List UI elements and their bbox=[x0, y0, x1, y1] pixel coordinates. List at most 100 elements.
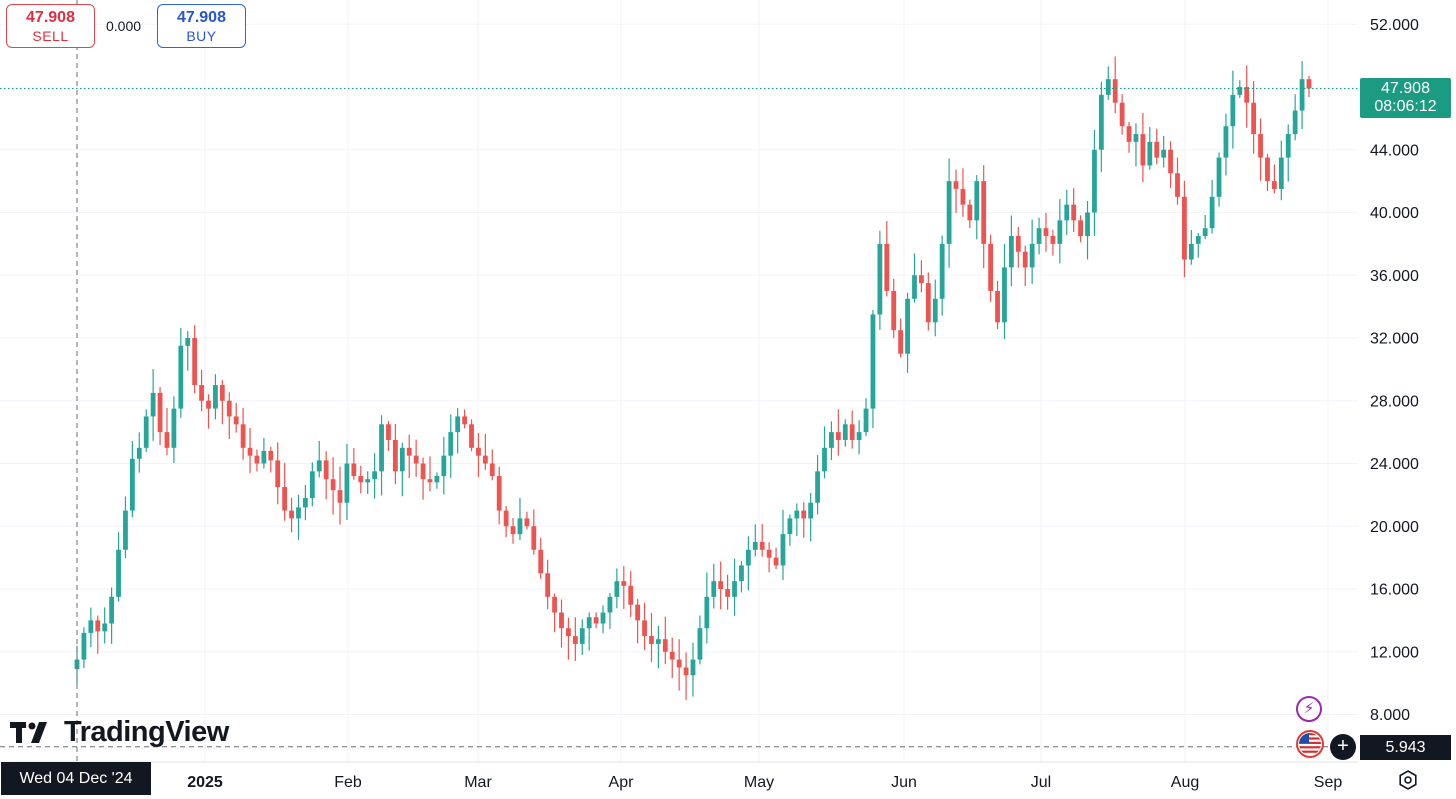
candle-body bbox=[102, 623, 108, 632]
x-axis[interactable]: 2025 Feb Mar Apr May Jun Jul Aug Sep bbox=[187, 774, 1342, 791]
candle-body bbox=[780, 534, 786, 566]
candle-body bbox=[801, 510, 807, 519]
candle-body bbox=[1105, 79, 1111, 95]
candle-body bbox=[662, 639, 668, 652]
candle-body bbox=[953, 181, 959, 189]
candle-body bbox=[1085, 212, 1090, 237]
settings-icon[interactable] bbox=[1397, 769, 1419, 791]
candle-body bbox=[136, 447, 142, 459]
tradingview-logo[interactable]: TradingView bbox=[10, 716, 229, 748]
sell-button[interactable]: 47.908 SELL bbox=[6, 4, 95, 48]
candle-body bbox=[683, 667, 689, 676]
us-flag-icon[interactable] bbox=[1296, 730, 1324, 758]
candle-body bbox=[572, 636, 578, 644]
candle-body bbox=[434, 476, 440, 483]
candle-body bbox=[635, 604, 641, 621]
candle-body bbox=[752, 541, 758, 550]
candle-body bbox=[289, 510, 294, 519]
candle-body bbox=[1078, 220, 1083, 237]
candle-body bbox=[247, 447, 253, 456]
candle-body bbox=[593, 617, 599, 624]
candle-body bbox=[711, 581, 717, 597]
candle-body bbox=[199, 385, 204, 401]
candle-body bbox=[365, 479, 371, 483]
candle-body bbox=[358, 476, 364, 483]
candle-body bbox=[323, 460, 329, 480]
x-tick-label: Aug bbox=[1171, 774, 1199, 791]
candle-body bbox=[123, 510, 128, 550]
candle-body bbox=[1237, 87, 1243, 95]
candle-body bbox=[842, 424, 848, 440]
candle-body bbox=[455, 416, 461, 433]
candle-body bbox=[697, 628, 703, 660]
candle-body bbox=[600, 612, 606, 624]
y-tick-label: 52.000 bbox=[1370, 17, 1419, 34]
candle-body bbox=[476, 447, 481, 456]
candle-body bbox=[1278, 157, 1284, 189]
candle-body bbox=[863, 408, 869, 433]
bar-countdown: 08:06:12 bbox=[1374, 98, 1437, 115]
candle-body bbox=[337, 490, 343, 503]
candle-body bbox=[891, 290, 897, 331]
candle-body bbox=[254, 455, 260, 464]
candle-body bbox=[185, 338, 191, 346]
candle-body bbox=[1182, 196, 1187, 260]
candle-body bbox=[946, 181, 952, 244]
plus-icon[interactable]: + bbox=[1330, 734, 1356, 760]
candle-body bbox=[1202, 228, 1208, 237]
crosshair-date-label: Wed 04 Dec '24 bbox=[1, 762, 151, 795]
x-tick-label: Sep bbox=[1314, 774, 1343, 791]
candle-body bbox=[794, 510, 800, 519]
y-tick-label: 24.000 bbox=[1370, 456, 1419, 473]
candle-body bbox=[351, 463, 357, 477]
candle-body bbox=[649, 636, 654, 644]
candle-body bbox=[655, 639, 661, 644]
buy-button[interactable]: 47.908 BUY bbox=[157, 4, 246, 48]
x-tick-label: Jul bbox=[1031, 774, 1051, 791]
candle-body bbox=[829, 432, 834, 448]
candle-body bbox=[531, 526, 537, 550]
candle-body bbox=[967, 204, 973, 221]
lightning-icon[interactable]: ⚡ bbox=[1296, 696, 1322, 722]
candle-body bbox=[912, 275, 917, 299]
candle-body bbox=[524, 518, 530, 527]
candle-body bbox=[856, 432, 862, 440]
candle-body bbox=[296, 507, 301, 519]
candle-body bbox=[1292, 110, 1298, 135]
candle-body bbox=[766, 549, 772, 558]
candle-body bbox=[1126, 126, 1132, 142]
candle-body bbox=[1299, 79, 1305, 111]
candle-body bbox=[482, 455, 488, 464]
chart-grid bbox=[0, 0, 1358, 762]
y-tick-label: 36.000 bbox=[1370, 268, 1419, 285]
candle-body bbox=[718, 581, 724, 589]
candle-body bbox=[1098, 94, 1104, 150]
candle-body bbox=[392, 439, 398, 472]
candle-body bbox=[178, 345, 184, 409]
candle-body bbox=[932, 298, 938, 323]
candle-body bbox=[1022, 251, 1028, 268]
candle-body bbox=[607, 596, 613, 613]
candle-body bbox=[1285, 134, 1291, 158]
candle-body bbox=[960, 188, 966, 205]
y-tick-label: 20.000 bbox=[1370, 519, 1419, 536]
crosshair-price-label: 5.943 bbox=[1360, 735, 1451, 760]
candle-body bbox=[517, 518, 523, 535]
candle-body bbox=[275, 460, 281, 488]
candle-body bbox=[1050, 236, 1056, 244]
y-axis[interactable]: 52.000 44.000 40.000 36.000 32.000 28.000 24.0… bbox=[1370, 17, 1419, 724]
candle-body bbox=[1008, 236, 1014, 268]
candle-body bbox=[905, 298, 910, 354]
candle-body bbox=[1043, 228, 1049, 237]
candle-body bbox=[995, 290, 1000, 323]
candle-body bbox=[566, 628, 571, 637]
candle-body bbox=[974, 181, 980, 221]
candle-body bbox=[1209, 196, 1215, 229]
candle-body bbox=[628, 585, 634, 605]
candle-body bbox=[1057, 220, 1063, 244]
candle-body bbox=[386, 424, 391, 440]
candle-body bbox=[745, 549, 751, 566]
candle-body bbox=[379, 424, 384, 472]
candle-body bbox=[822, 447, 827, 472]
